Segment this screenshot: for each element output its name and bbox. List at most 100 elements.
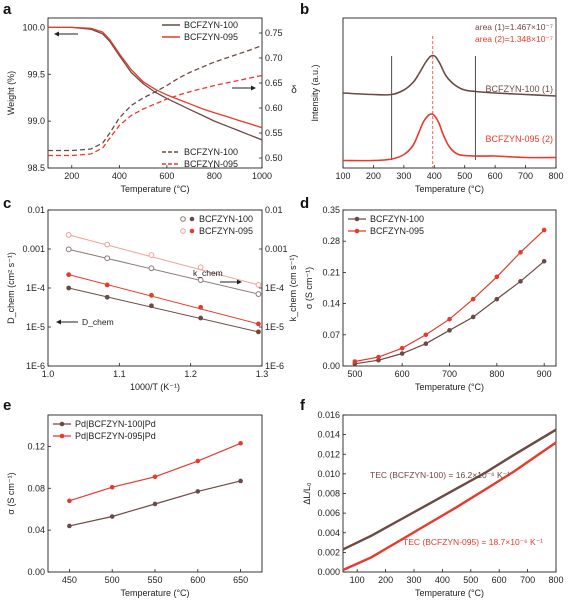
data-point — [399, 351, 405, 356]
panel-c: 1.0 1.1 1.2 1.3 1000/T (K⁻¹) 1E-6 1E-5 1E-4 0.00… — [6, 205, 298, 392]
tec-annotation-1: TEC (BCFZYN-100) = 16.2×10⁻⁶ K⁻¹ — [370, 470, 510, 480]
x-tick-label: 500 — [457, 171, 472, 181]
panel-letter-a: a — [3, 1, 12, 18]
data-point — [494, 274, 500, 280]
legend-marker — [354, 228, 360, 234]
legend-marker — [180, 216, 186, 222]
series-line — [342, 54, 557, 97]
arrow-head — [56, 319, 61, 325]
y2-tick-label: 0.60 — [265, 103, 283, 113]
legend-label: BCFZYN-100 — [370, 214, 424, 224]
y-tick-label: 1E-6 — [26, 361, 45, 371]
data-point — [104, 294, 110, 300]
y2-tick-label: 0.001 — [265, 244, 288, 254]
series-line — [342, 441, 557, 572]
data-point — [447, 328, 452, 333]
data-point — [104, 241, 111, 248]
panel-d: 500 600 700 800 900 Temperature (°C) 0.00 0.07 0… — [304, 205, 557, 392]
y-tick-label: 0.004 — [317, 528, 340, 538]
y-axis-label: D_chem (cm² s⁻¹) — [6, 252, 16, 324]
arrow-head — [251, 85, 256, 91]
panel-letter-e: e — [3, 397, 11, 414]
x-tick-label: 700 — [520, 575, 535, 585]
legend-label: BCFZYN-095 — [370, 226, 424, 236]
data-point — [541, 258, 547, 264]
y2-tick-label: 0.50 — [265, 153, 283, 163]
y-tick-label: 0.016 — [317, 410, 340, 420]
x-tick-label: 300 — [406, 575, 421, 585]
x-tick-label: 400 — [427, 171, 442, 181]
legend-label: BCFZYN-095 — [184, 159, 238, 169]
data-point — [255, 282, 262, 288]
x-tick-label: 700 — [442, 369, 457, 379]
x-axis-label: Temperature (°C) — [415, 588, 484, 598]
x-tick-label: 1000 — [252, 171, 272, 181]
data-point — [197, 264, 204, 271]
y-axis-label: Intensity (a.u.) — [310, 64, 320, 121]
data-point — [256, 329, 261, 335]
panel-b: 100 200 300 400 500 600 700 800 Temperature (°C)… — [310, 17, 564, 194]
y-tick-label: 0.21 — [322, 267, 340, 277]
y-tick-label: 99.0 — [27, 116, 45, 126]
data-point — [152, 474, 158, 480]
x-tick-label: 300 — [396, 171, 411, 181]
series-line — [48, 26, 263, 129]
data-point — [65, 246, 72, 253]
panel-a: 200 400 600 800 1000 Temperature (°C) 98.5 99.0… — [6, 17, 297, 194]
x-tick-label: 200 — [64, 171, 79, 181]
data-point — [195, 458, 201, 464]
panel-letter-b: b — [300, 1, 309, 18]
data-point — [148, 252, 155, 258]
data-point — [109, 514, 115, 519]
y2-tick-label: 1E-6 — [265, 361, 284, 371]
y-tick-label: 0.35 — [322, 205, 340, 215]
data-point — [67, 523, 72, 529]
y-tick-label: 0.012 — [317, 449, 340, 459]
data-point — [399, 345, 405, 351]
y-tick-label: 0.014 — [317, 430, 340, 440]
panel-letter-f: f — [300, 397, 306, 414]
fit-line — [68, 248, 259, 295]
y-tick-label: 99.5 — [27, 69, 45, 79]
data-point — [67, 498, 72, 504]
data-point — [255, 291, 262, 297]
y-tick-label: 0.01 — [27, 205, 45, 215]
data-point — [109, 484, 115, 490]
y-tick-label: 0.12 — [27, 441, 45, 451]
x-tick-label: 600 — [488, 171, 503, 181]
data-point — [149, 303, 154, 309]
y-axis-label: σ (S cm⁻¹) — [304, 267, 314, 309]
x-tick-label: 800 — [548, 171, 563, 181]
data-point — [238, 440, 243, 446]
arrow-head — [237, 279, 242, 285]
tec-annotation-2: TEC (BCFZYN-095) = 18.7×10⁻⁶ K⁻¹ — [403, 537, 543, 547]
x-tick-label: 200 — [366, 171, 381, 181]
x-tick-label: 500 — [347, 369, 362, 379]
x-axis-label: Temperature (°C) — [120, 588, 189, 598]
data-point — [66, 285, 72, 291]
x-tick-label: 600 — [159, 171, 174, 181]
y2-tick-label: 1E-5 — [265, 322, 284, 332]
legend-label: BCFZYN-100 — [184, 20, 238, 30]
series-line — [342, 113, 557, 162]
x-tick-label: 800 — [548, 575, 563, 585]
legend-marker — [189, 216, 195, 222]
legend-label: BCFZYN-095 — [184, 32, 238, 42]
arrow-head — [54, 31, 59, 37]
annotation-kchem: k_chem — [193, 268, 223, 278]
data-point — [352, 359, 358, 364]
fit-line — [68, 234, 259, 286]
series-line — [48, 44, 263, 152]
y-tick-label: 100.0 — [22, 22, 45, 32]
x-tick-label: 550 — [147, 575, 162, 585]
x-tick-label: 400 — [112, 171, 127, 181]
x-axis-label: Temperature (°C) — [415, 382, 484, 392]
x-tick-label: 100 — [350, 575, 365, 585]
x-tick-label: 100 — [335, 171, 350, 181]
x-tick-label: 1.0 — [42, 369, 55, 379]
y-tick-label: 1E-5 — [26, 322, 45, 332]
data-point — [238, 478, 243, 484]
data-point — [198, 304, 204, 310]
data-point — [104, 255, 111, 262]
legend-label: BCFZYN-100 — [184, 147, 238, 157]
